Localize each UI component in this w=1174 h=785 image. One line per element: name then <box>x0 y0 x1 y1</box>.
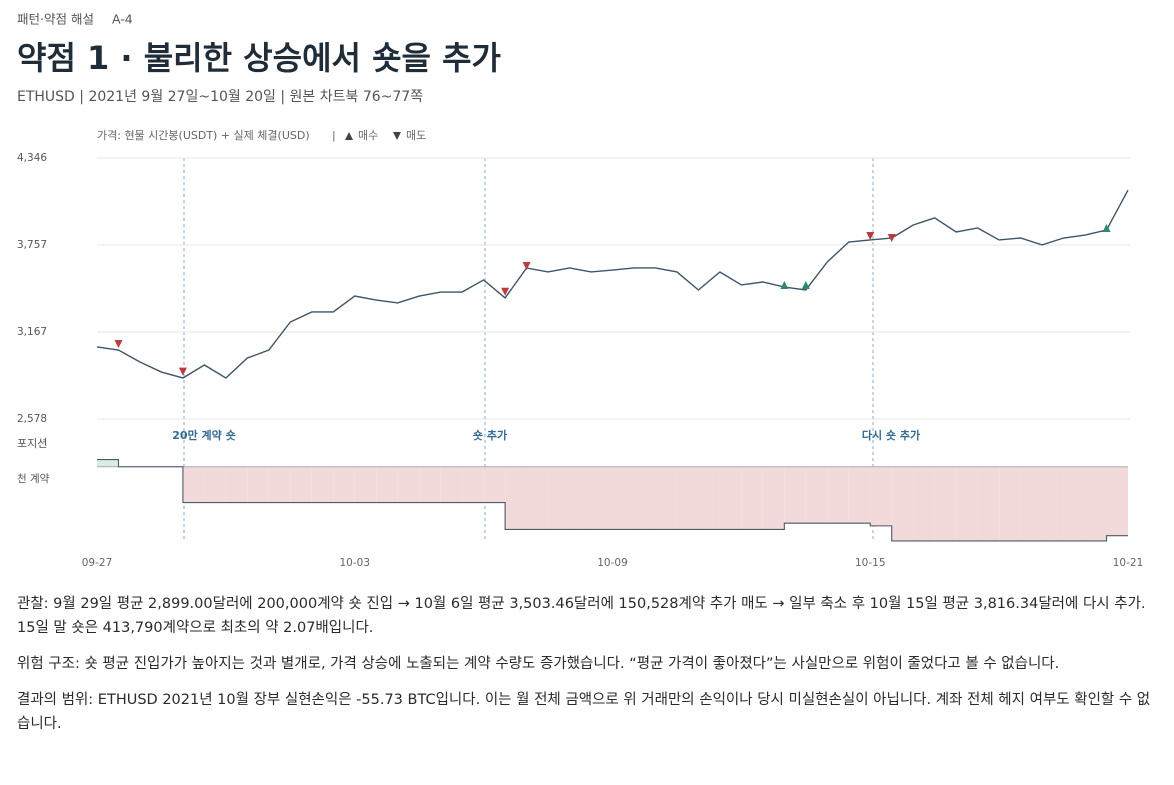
legend-sell: 매도 <box>406 129 426 142</box>
position-area <box>934 466 957 541</box>
note: 위험 구조: 숏 평균 진입가가 높아지는 것과 별개로, 가격 상승에 노출되… <box>17 656 1060 672</box>
position-area <box>548 466 570 530</box>
position-unit: 천 계약 <box>17 473 50 485</box>
position-area <box>268 466 291 503</box>
position-area <box>956 466 978 541</box>
note: 결과의 범위: ETHUSD 2021년 10월 장부 실현손익은 -55.73… <box>17 692 1151 732</box>
y-tick-label: 3,757 <box>17 239 47 251</box>
legend-price: 가격: 현물 시간봉(USDT) + 실제 체결(USD) <box>97 129 310 142</box>
position-area <box>741 466 763 530</box>
legend-buy-icon <box>345 132 353 140</box>
position-area <box>419 466 441 503</box>
sell-marker <box>887 234 896 243</box>
position-area <box>1063 466 1086 541</box>
x-tick-label: 10-09 <box>597 557 628 569</box>
position-area <box>182 466 205 503</box>
position-area <box>354 466 377 503</box>
position-label: 포지션 <box>17 437 47 450</box>
price-line <box>96 189 1129 379</box>
x-tick-label: 09-27 <box>82 557 113 569</box>
y-tick-label: 2,578 <box>17 413 47 425</box>
position-area <box>827 466 849 524</box>
position-area <box>376 466 398 503</box>
buy-marker <box>780 280 789 289</box>
position-area <box>633 466 656 530</box>
position-area <box>225 466 248 503</box>
position-area <box>676 466 699 530</box>
annotation: 20만 계약 숏 <box>172 428 235 442</box>
position-area <box>913 466 935 541</box>
sell-marker <box>178 367 187 376</box>
x-tick-label: 10-21 <box>1113 557 1144 569</box>
sell-marker <box>501 287 510 296</box>
chart: 패턴·약점 해설 A-4 약점 1 · 불리한 상승에서 숏을 추가 ETHUS… <box>17 12 1144 570</box>
legend-sell-icon <box>393 132 401 140</box>
position-area <box>891 466 914 541</box>
kicker: 패턴·약점 해설 <box>17 12 94 27</box>
legend-separator: | <box>332 129 336 142</box>
notes: 관찰: 9월 29일 평균 2,899.00달러에 200,000계약 숏 진입… <box>17 592 1162 748</box>
position-area <box>1042 466 1064 541</box>
sell-marker <box>866 231 875 240</box>
position-area <box>870 466 892 526</box>
note: 관찰: 9월 29일 평균 2,899.00달러에 200,000계약 숏 진입… <box>17 596 1146 636</box>
position-area <box>1085 466 1107 541</box>
buy-marker <box>1102 223 1111 232</box>
position-area <box>290 466 312 503</box>
position-area <box>526 466 549 530</box>
annotation: 다시 숏 추가 <box>862 428 920 442</box>
position-area <box>977 466 1000 541</box>
position-area <box>311 466 334 503</box>
position-area <box>483 466 506 503</box>
position-area <box>655 466 677 530</box>
position-area <box>762 466 785 530</box>
position-area <box>612 466 634 530</box>
position-area <box>462 466 484 503</box>
y-tick-label: 4,346 <box>17 152 47 164</box>
position-area <box>440 466 463 503</box>
position-area <box>1106 466 1128 536</box>
position-area <box>1020 466 1043 541</box>
position-area <box>848 466 871 524</box>
position-line <box>97 459 1128 542</box>
position-area <box>719 466 742 530</box>
subtitle: ETHUSD | 2021년 9월 27일~10월 20일 | 원본 차트북 7… <box>17 89 423 105</box>
position-area <box>999 466 1021 541</box>
buy-marker <box>801 280 810 289</box>
title: 약점 1 · 불리한 상승에서 숏을 추가 <box>17 39 501 77</box>
position-area <box>204 466 226 503</box>
sell-marker <box>522 262 531 271</box>
legend-buy: 매수 <box>358 129 378 142</box>
x-tick-label: 10-15 <box>855 557 886 569</box>
position-area <box>247 466 269 503</box>
sell-marker <box>114 340 123 349</box>
position-area <box>333 466 355 503</box>
position-area <box>505 466 527 530</box>
position-area <box>784 466 806 524</box>
annotation: 숏 추가 <box>473 428 507 442</box>
code: A-4 <box>112 12 133 27</box>
position-area <box>397 466 420 503</box>
x-tick-label: 10-03 <box>339 557 370 569</box>
y-tick-label: 3,167 <box>17 326 47 338</box>
position-area <box>569 466 592 530</box>
position-area <box>97 459 119 467</box>
position-area <box>698 466 720 530</box>
position-area <box>591 466 613 530</box>
position-area <box>805 466 828 524</box>
